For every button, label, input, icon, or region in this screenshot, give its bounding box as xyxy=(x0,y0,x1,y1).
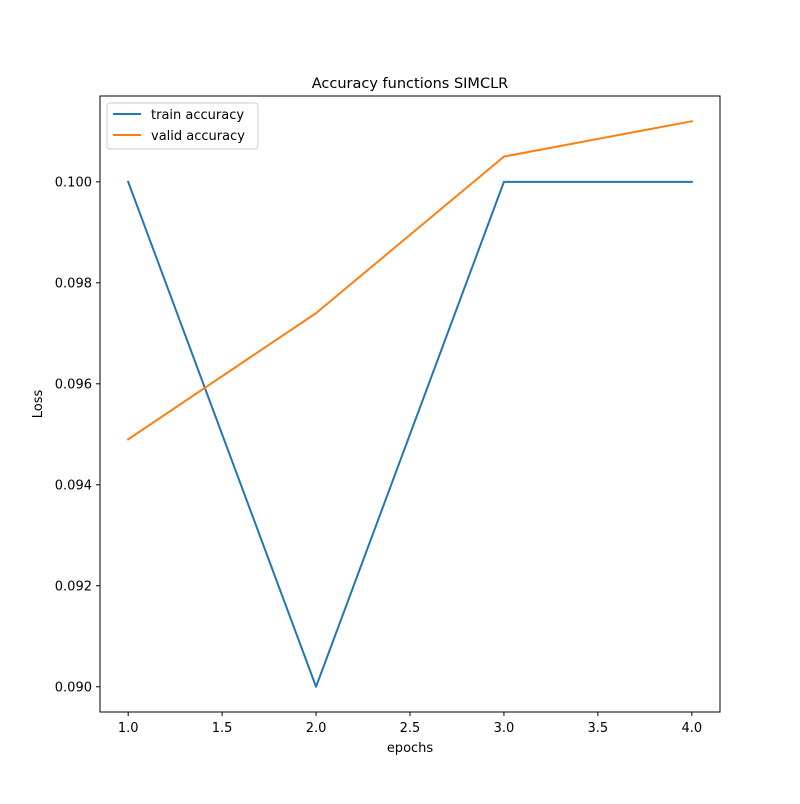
x-tick-label: 3.0 xyxy=(494,721,515,736)
y-tick-label: 0.094 xyxy=(55,478,92,493)
legend-box xyxy=(106,102,259,150)
y-tick-label: 0.100 xyxy=(55,175,92,190)
series-line-valid-accuracy xyxy=(126,120,693,441)
x-tick-label: 1.5 xyxy=(212,721,233,736)
y-axis-label: Loss xyxy=(31,390,46,419)
data-point-train-accuracy xyxy=(503,181,505,183)
y-tick-label: 0.092 xyxy=(55,579,92,594)
legend: train accuracy valid accuracy xyxy=(106,102,259,150)
legend-label-train-accuracy: train accuracy xyxy=(151,108,244,123)
y-tick-label: 0.098 xyxy=(55,276,92,291)
y-tick-label: 0.096 xyxy=(55,377,92,392)
data-point-valid-accuracy xyxy=(503,156,505,158)
series-line-train-accuracy xyxy=(126,180,693,688)
x-tick-label: 4.0 xyxy=(681,721,702,736)
x-tick-label: 1.0 xyxy=(118,721,139,736)
chart-title: Accuracy functions SIMCLR xyxy=(312,76,508,92)
data-point-valid-accuracy xyxy=(127,438,129,440)
y-tick-label: 0.090 xyxy=(55,680,92,695)
plot-frame xyxy=(99,95,721,713)
data-point-valid-accuracy xyxy=(691,120,693,122)
data-point-train-accuracy xyxy=(691,181,693,183)
data-point-valid-accuracy xyxy=(315,312,317,314)
x-tick-label: 2.0 xyxy=(306,721,327,736)
x-axis-label: epochs xyxy=(387,741,434,756)
legend-label-valid-accuracy: valid accuracy xyxy=(151,129,245,144)
x-tick-label: 2.5 xyxy=(400,721,421,736)
data-point-train-accuracy xyxy=(127,181,129,183)
x-tick-label: 3.5 xyxy=(588,721,609,736)
data-point-train-accuracy xyxy=(315,686,317,688)
